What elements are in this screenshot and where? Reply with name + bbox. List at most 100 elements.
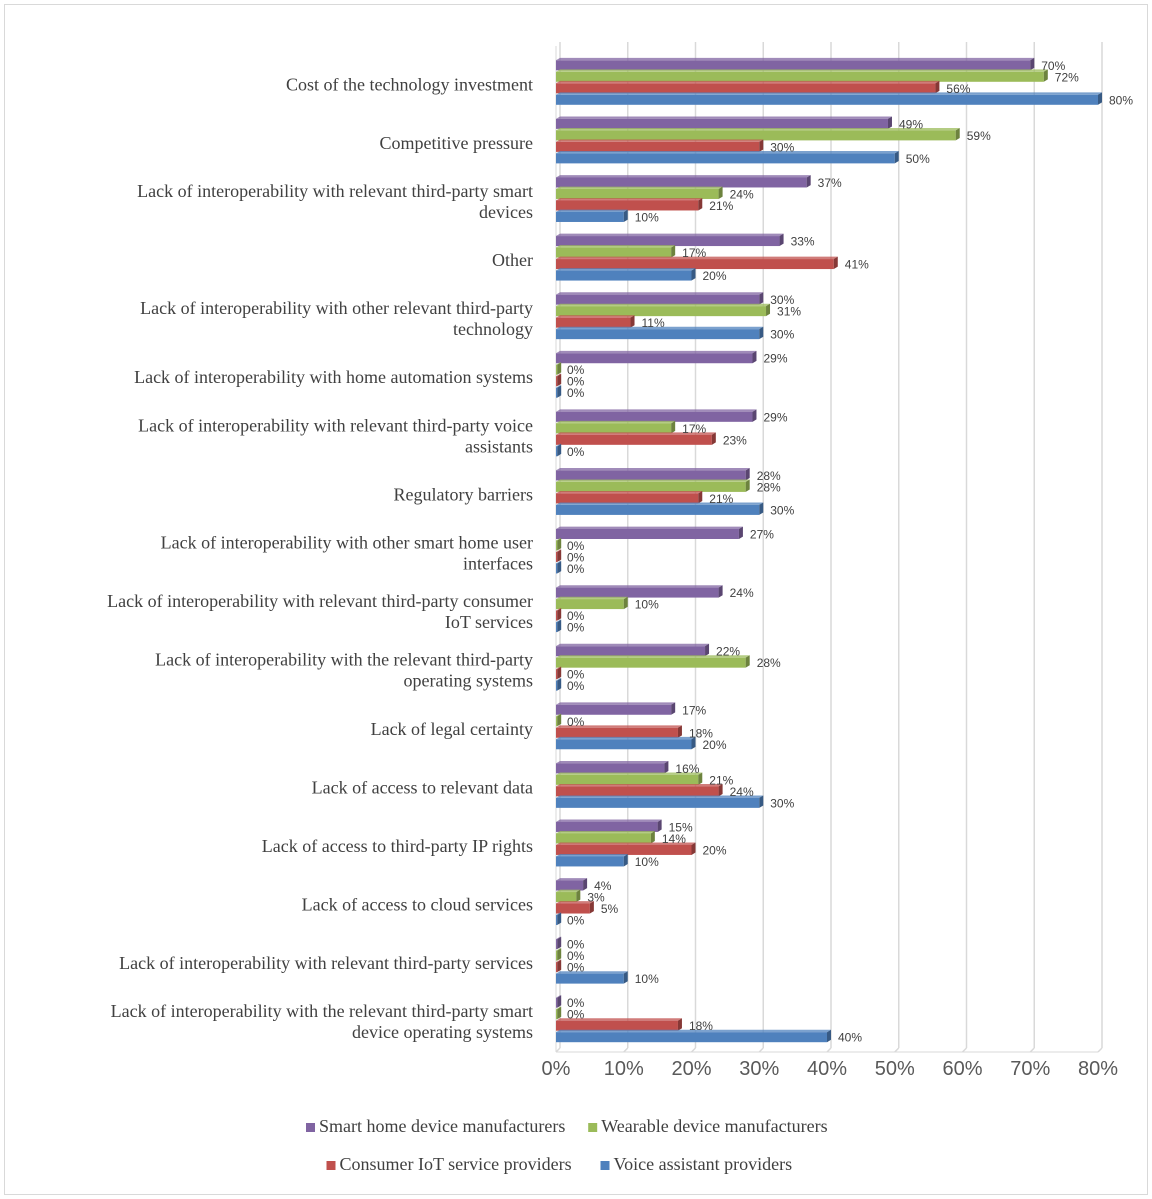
legend-item: Voice assistant providers [600, 1154, 792, 1174]
bar [556, 549, 562, 562]
bar [556, 198, 703, 211]
bar [556, 468, 750, 481]
data-label: 21% [709, 199, 733, 213]
bar [556, 116, 892, 129]
bar [556, 819, 662, 832]
x-tick-label: 40% [807, 1058, 847, 1080]
category-label: Regulatory barriers [394, 484, 533, 504]
data-label: 0% [567, 621, 585, 635]
category-label: Lack of access to relevant data [312, 777, 533, 797]
x-tick-label: 30% [739, 1058, 779, 1080]
bar [556, 596, 628, 610]
category-label: Lack of interoperability with the releva… [111, 1001, 533, 1042]
category-label: Lack of interoperability with relevant t… [137, 181, 533, 222]
data-label: 24% [730, 187, 754, 201]
bar [556, 772, 703, 785]
category-label: Lack of legal certainty [371, 719, 533, 739]
x-tick-label: 0% [542, 1058, 571, 1080]
bar [556, 842, 696, 855]
bar [556, 233, 784, 247]
gridline-base [894, 1047, 900, 1053]
bar [556, 725, 682, 738]
data-label: 80% [1109, 93, 1133, 107]
bar [556, 936, 562, 950]
x-tick-label: 70% [1010, 1058, 1050, 1080]
bar [556, 303, 771, 317]
data-label: 50% [906, 152, 930, 166]
data-label: 10% [635, 210, 659, 224]
bar [556, 889, 581, 903]
data-label: 0% [567, 445, 585, 459]
data-label: 28% [757, 480, 781, 494]
data-label: 0% [567, 996, 585, 1010]
category-label: Cost of the technology investment [286, 74, 533, 94]
bar [556, 538, 562, 551]
data-label: 18% [689, 726, 713, 740]
bar [556, 69, 1048, 82]
data-label: 0% [567, 562, 585, 576]
gridline-base [826, 1047, 832, 1053]
data-label: 22% [716, 645, 740, 659]
category-label: Lack of interoperability with relevant t… [119, 953, 533, 973]
data-label: 30% [770, 140, 794, 154]
bar [556, 702, 676, 715]
gridline-base [555, 1047, 561, 1053]
bar [556, 326, 764, 340]
bar [556, 760, 669, 774]
data-label: 59% [967, 129, 991, 143]
bar [556, 643, 710, 657]
bar [556, 783, 723, 797]
x-tick-label: 80% [1078, 1058, 1118, 1080]
data-label: 20% [703, 738, 727, 752]
bar [556, 350, 757, 364]
data-label: 21% [709, 773, 733, 787]
bar [556, 420, 676, 434]
bar [556, 385, 562, 398]
data-label: 15% [669, 820, 693, 834]
bar [556, 959, 562, 973]
legend-label: Consumer IoT service providers [340, 1154, 572, 1174]
data-label: 40% [838, 1031, 862, 1045]
bar [556, 619, 562, 633]
legend-label: Smart home device manufacturers [319, 1116, 565, 1136]
bar [556, 1018, 682, 1031]
bar [556, 995, 562, 1008]
bar [556, 139, 764, 152]
data-label: 5% [601, 902, 619, 916]
data-label: 18% [689, 1019, 713, 1033]
data-label: 20% [703, 843, 727, 857]
data-label: 14% [662, 832, 686, 846]
legend-swatch [306, 1123, 315, 1132]
legend-swatch [326, 1161, 336, 1170]
data-label: 0% [567, 961, 585, 975]
x-tick-label: 10% [604, 1058, 644, 1080]
data-label: 0% [567, 679, 585, 693]
data-label: 0% [567, 914, 585, 928]
data-label: 31% [777, 305, 801, 319]
data-label: 70% [1041, 59, 1065, 73]
category-label: Lack of access to third-party IP rights [262, 836, 533, 856]
data-label: 37% [818, 176, 842, 190]
data-label: 0% [567, 1008, 585, 1022]
gridline-base [623, 1047, 629, 1053]
bar [556, 92, 1102, 105]
bar [556, 878, 588, 891]
legend-item: Consumer IoT service providers [326, 1154, 572, 1174]
data-label: 30% [770, 503, 794, 517]
legend-item: Wearable device manufacturers [588, 1116, 828, 1136]
data-label: 0% [567, 949, 585, 963]
data-label: 29% [763, 352, 787, 366]
data-label: 28% [757, 469, 781, 483]
bar [556, 443, 562, 457]
data-label: 17% [682, 246, 706, 260]
data-label: 0% [567, 375, 585, 389]
category-label: Lack of interoperability with relevant t… [138, 415, 533, 456]
data-label: 56% [946, 82, 970, 96]
category-label: Lack of interoperability with other smar… [161, 533, 533, 574]
legend: Smart home device manufacturers Wearable … [306, 1116, 828, 1174]
data-label: 10% [635, 598, 659, 612]
data-label: 30% [770, 796, 794, 810]
bar [556, 80, 940, 94]
data-label: 10% [635, 972, 659, 986]
bar [556, 315, 635, 328]
